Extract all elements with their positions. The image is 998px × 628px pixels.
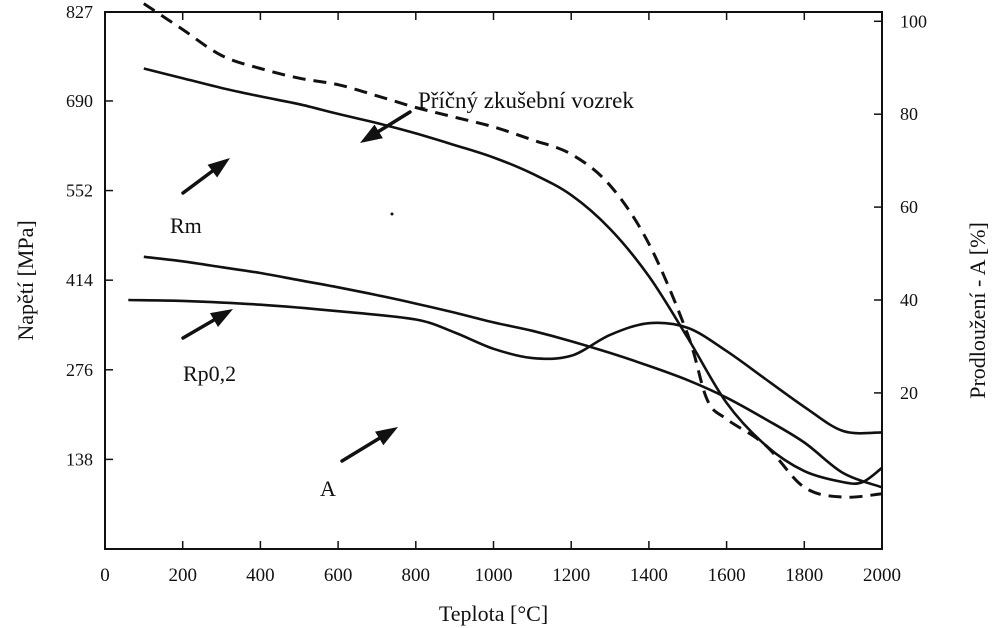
series-line-rp0-2	[143, 255, 883, 489]
arrow-shaft	[181, 318, 216, 340]
axes: 0 200 400 600 800 1000 1200 1400 1600 1800 2000 138…	[13, 2, 990, 626]
arrow-transverse-specimen	[360, 110, 412, 143]
x-tick-label: 400	[246, 565, 275, 586]
y-tick-label: 690	[66, 91, 93, 111]
label-a: A	[320, 476, 336, 501]
label-transverse-specimen: Příčný zkušební vozrek	[418, 88, 634, 113]
x-tick-label: 1400	[630, 565, 668, 586]
y2-tick-label: 40	[900, 290, 918, 310]
x-tick-label: 2000	[863, 565, 901, 586]
y2-tick-label: 60	[900, 197, 918, 217]
y-tick-label: 138	[66, 449, 93, 469]
series-group	[128, 2, 883, 499]
series-line-rm	[143, 67, 883, 486]
x-tick-label: 0	[100, 565, 110, 586]
annotations: Příčný zkušební vozrek Rm Rp0,2 A	[170, 88, 634, 501]
label-rm: Rm	[170, 213, 202, 238]
label-rp02: Rp0,2	[183, 361, 236, 386]
arrow-a	[340, 427, 398, 463]
x-tick-label: 1600	[708, 565, 746, 586]
y2-tick-label: 20	[900, 383, 918, 403]
arrow-head	[375, 427, 398, 446]
arrow-head	[209, 309, 233, 327]
arrow-shaft	[376, 110, 412, 134]
arrow-rm	[181, 158, 230, 195]
y-tick-label: 552	[66, 181, 93, 201]
arrow-rp02	[181, 309, 233, 340]
y2-tick-label: 80	[900, 104, 918, 124]
x-tick-label: 1000	[475, 565, 513, 586]
arrow-head	[360, 124, 383, 143]
x-tick-label: 200	[168, 565, 197, 586]
x-tick-label: 1200	[552, 565, 590, 586]
y-tick-label: 827	[66, 2, 93, 22]
y2-axis-title: Prodloužení - A [%]	[965, 222, 990, 399]
series-line-pricny-zkusebni-vozrek	[142, 2, 883, 499]
x-tick-label: 800	[402, 565, 431, 586]
x-axis-title: Teplota [°C]	[439, 601, 548, 626]
arrow-head	[207, 158, 230, 178]
arrow-shaft	[181, 169, 215, 195]
y-axis-title: Napětí [MPa]	[13, 220, 38, 340]
arrow-shaft	[340, 436, 381, 463]
stray-dot	[390, 212, 394, 216]
y-tick-label: 414	[66, 270, 93, 290]
series-line-a	[128, 298, 883, 435]
y-tick-label: 276	[66, 360, 93, 380]
x-tick-label: 600	[324, 565, 353, 586]
x-tick-label: 1800	[785, 565, 823, 586]
y2-tick-label: 100	[900, 11, 927, 31]
